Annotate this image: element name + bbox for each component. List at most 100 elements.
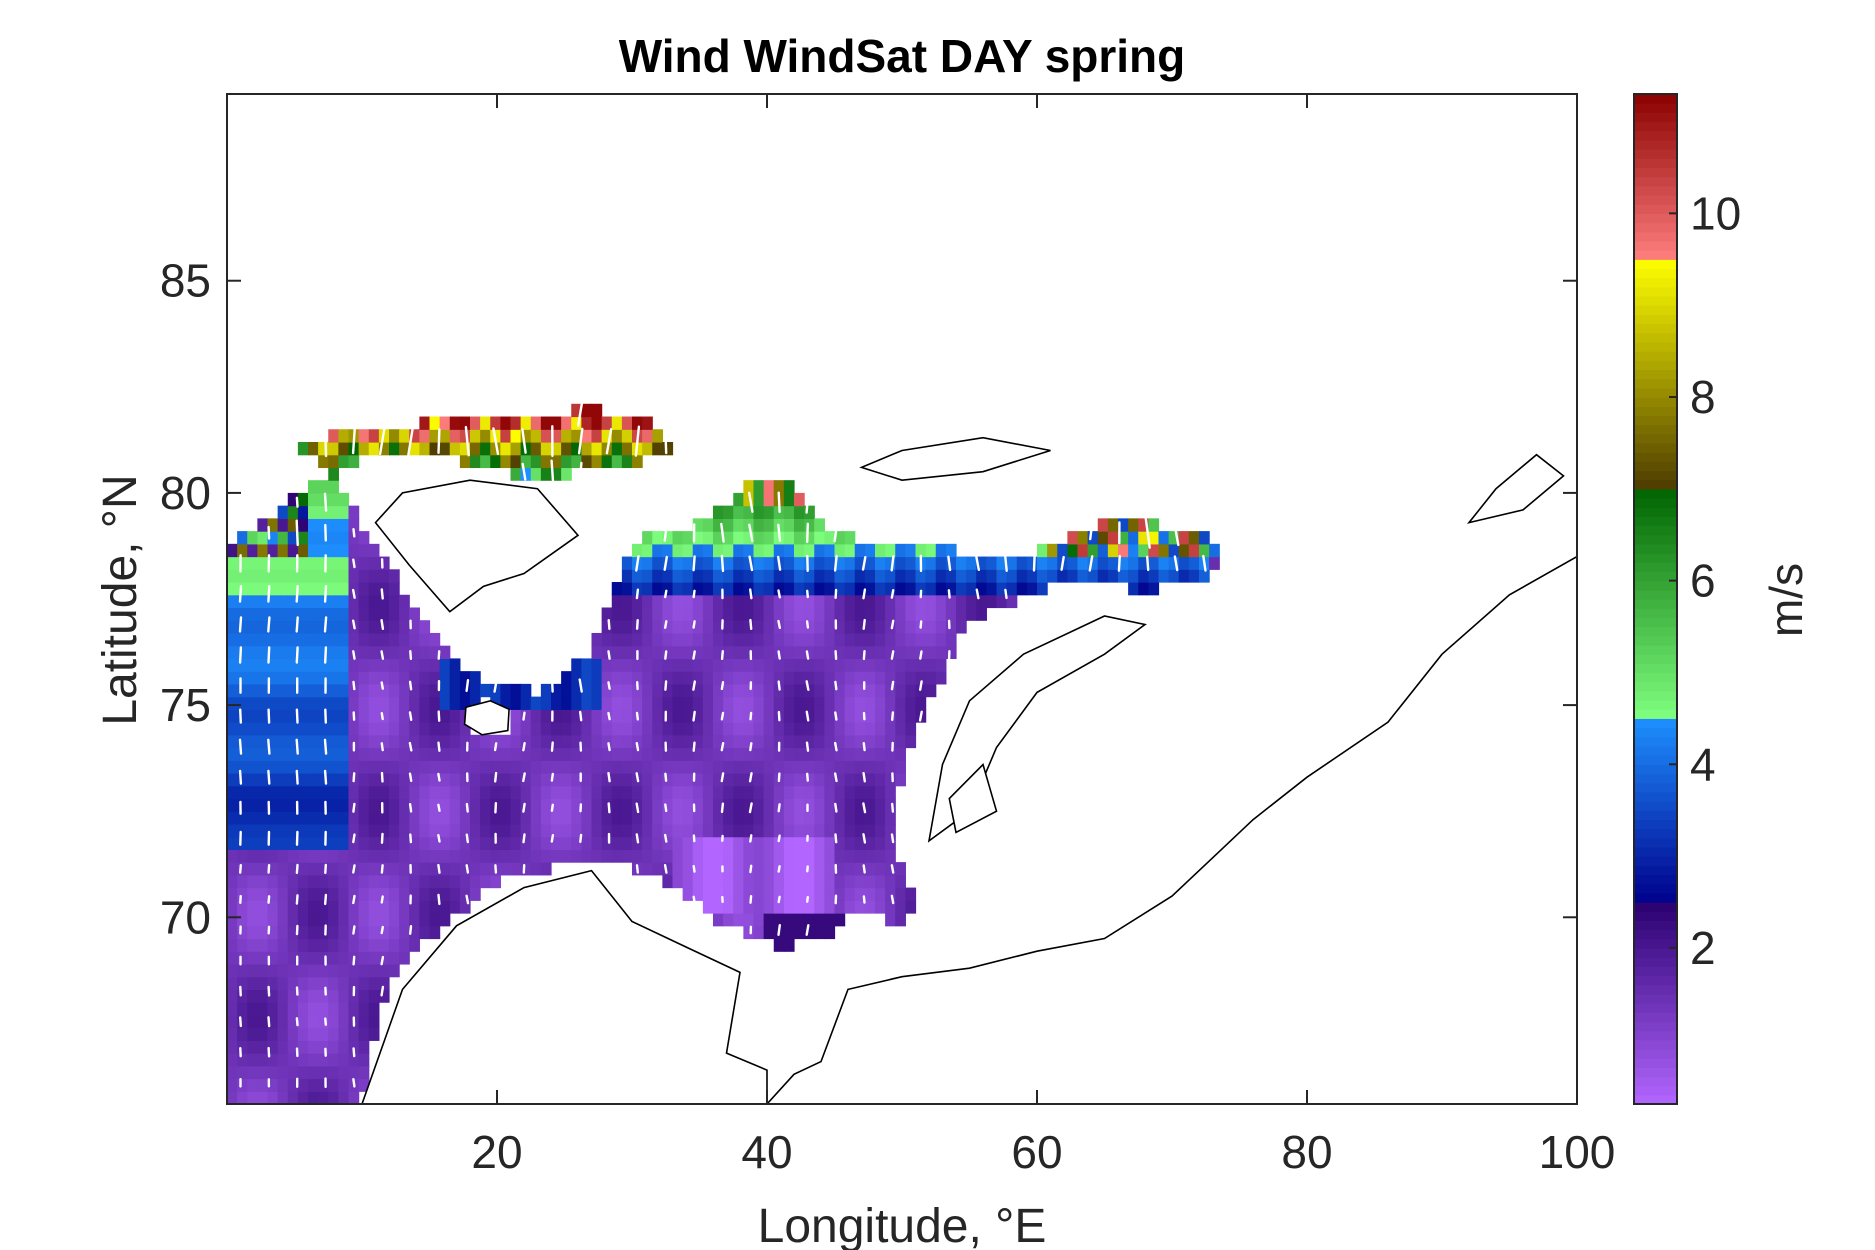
wind-speed-cell xyxy=(743,874,755,889)
wind-speed-cell xyxy=(773,887,785,901)
wind-speed-cell xyxy=(227,658,238,672)
wind-speed-cell xyxy=(1016,569,1028,583)
wind-speed-cell xyxy=(227,582,238,596)
wind-vector xyxy=(862,588,867,600)
wind-speed-cell xyxy=(389,632,400,647)
wind-speed-cell xyxy=(419,823,431,838)
wind-speed-cell xyxy=(308,1002,319,1016)
wind-speed-cell xyxy=(824,658,836,672)
wind-speed-cell xyxy=(652,582,663,596)
wind-speed-cell xyxy=(743,747,755,761)
wind-vector xyxy=(635,711,639,721)
wind-speed-cell xyxy=(814,696,825,710)
wind-speed-cell xyxy=(702,594,714,609)
wind-speed-cell xyxy=(480,849,491,863)
wind-speed-cell xyxy=(652,556,663,570)
wind-speed-cell xyxy=(945,594,957,609)
colorbar-step xyxy=(1634,874,1677,885)
wind-speed-cell xyxy=(581,849,593,863)
wind-vector xyxy=(494,864,498,874)
colorbar-step xyxy=(1634,810,1677,820)
wind-speed-cell xyxy=(439,709,451,723)
wind-speed-cell xyxy=(763,709,775,723)
wind-speed-cell xyxy=(510,836,522,850)
wind-speed-cell xyxy=(267,760,279,774)
wind-speed-cell xyxy=(389,772,400,787)
wind-vector xyxy=(323,425,328,458)
wind-speed-cell xyxy=(702,734,714,749)
wind-vector xyxy=(352,864,356,874)
wind-speed-cell xyxy=(875,772,886,787)
wind-speed-cell xyxy=(267,683,279,698)
wind-speed-cell xyxy=(814,734,825,749)
wind-speed-cell xyxy=(834,709,846,723)
wind-speed-cell xyxy=(368,441,380,456)
wind-speed-cell xyxy=(378,874,390,889)
wind-speed-cell xyxy=(500,798,512,812)
wind-speed-cell xyxy=(692,823,704,838)
wind-speed-cell xyxy=(338,607,350,621)
wind-vector xyxy=(295,769,299,785)
wind-speed-cell xyxy=(520,709,532,723)
wind-speed-cell xyxy=(682,772,694,787)
wind-speed-cell xyxy=(247,900,258,914)
wind-speed-cell xyxy=(480,429,491,443)
wind-speed-cell xyxy=(824,913,836,927)
wind-vector xyxy=(408,741,413,752)
wind-speed-cell xyxy=(399,607,410,621)
wind-speed-cell xyxy=(854,582,866,596)
wind-speed-cell xyxy=(733,607,744,621)
colorbar-step xyxy=(1634,130,1677,141)
wind-speed-cell xyxy=(773,938,785,952)
wind-speed-cell xyxy=(763,887,775,901)
wind-speed-cell xyxy=(297,862,309,876)
wind-speed-cell xyxy=(267,989,279,1003)
wind-speed-cell xyxy=(844,582,856,596)
wind-speed-cell xyxy=(308,913,319,927)
colorbar-step xyxy=(1634,929,1677,940)
wind-speed-cell xyxy=(935,671,947,685)
wind-speed-cell xyxy=(439,658,451,672)
wind-speed-cell xyxy=(652,734,663,749)
wind-speed-cell xyxy=(723,811,734,825)
wind-speed-cell xyxy=(692,734,704,749)
wind-speed-cell xyxy=(237,582,248,596)
wind-speed-cell xyxy=(540,772,552,787)
wind-speed-cell xyxy=(480,823,491,838)
wind-vector xyxy=(1088,555,1094,572)
wind-speed-cell xyxy=(348,849,360,863)
wind-speed-cell xyxy=(915,569,927,583)
wind-speed-cell xyxy=(551,429,562,443)
wind-speed-cell xyxy=(632,849,643,863)
wind-speed-cell xyxy=(378,963,390,978)
wind-speed-cell xyxy=(763,594,775,609)
wind-speed-cell xyxy=(864,823,876,838)
colorbar-step xyxy=(1634,571,1677,582)
wind-speed-cell xyxy=(875,747,886,761)
wind-speed-cell xyxy=(571,734,582,749)
wind-speed-cell xyxy=(895,887,906,901)
wind-speed-cell xyxy=(804,760,815,774)
wind-speed-cell xyxy=(328,531,339,545)
wind-speed-cell xyxy=(480,454,491,469)
wind-speed-cell xyxy=(783,887,795,901)
wind-speed-cell xyxy=(297,632,309,647)
wind-speed-cell xyxy=(500,683,512,698)
wind-speed-cell xyxy=(297,505,309,519)
wind-speed-cell xyxy=(257,607,269,621)
wind-speed-cell xyxy=(318,989,329,1003)
colorbar-step xyxy=(1634,360,1677,371)
wind-speed-cell xyxy=(308,1014,319,1029)
wind-speed-cell xyxy=(358,811,370,825)
wind-speed-cell xyxy=(297,594,309,609)
wind-speed-cell xyxy=(520,823,532,838)
wind-speed-cell xyxy=(794,492,805,507)
wind-speed-cell xyxy=(864,696,876,710)
wind-speed-cell xyxy=(257,1014,269,1029)
wind-speed-cell xyxy=(864,709,876,723)
wind-speed-cell xyxy=(733,874,744,889)
wind-vector xyxy=(324,708,327,724)
wind-speed-cell xyxy=(814,531,825,545)
wind-speed-cell xyxy=(399,951,410,965)
wind-speed-cell xyxy=(571,441,582,456)
